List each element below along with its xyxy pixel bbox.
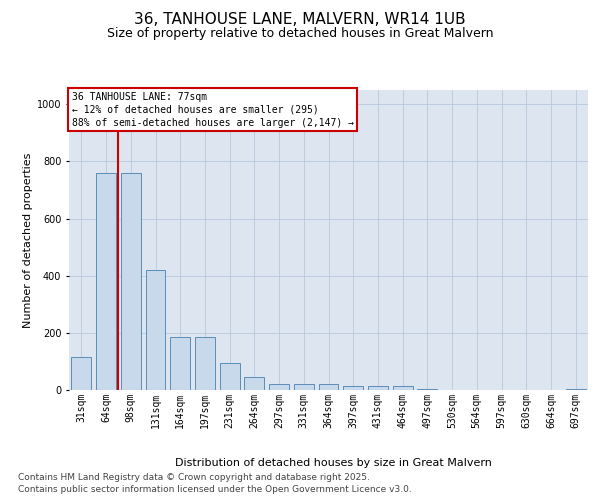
Bar xyxy=(343,386,363,390)
Bar xyxy=(146,270,166,390)
Bar xyxy=(170,337,190,390)
Bar xyxy=(195,337,215,390)
Bar xyxy=(566,388,586,390)
Bar xyxy=(418,388,437,390)
Bar xyxy=(96,173,116,390)
Text: Contains public sector information licensed under the Open Government Licence v3: Contains public sector information licen… xyxy=(18,485,412,494)
Text: Distribution of detached houses by size in Great Malvern: Distribution of detached houses by size … xyxy=(175,458,491,468)
Bar xyxy=(220,363,239,390)
Y-axis label: Number of detached properties: Number of detached properties xyxy=(23,152,32,328)
Bar xyxy=(244,377,264,390)
Bar xyxy=(269,384,289,390)
Text: Contains HM Land Registry data © Crown copyright and database right 2025.: Contains HM Land Registry data © Crown c… xyxy=(18,472,370,482)
Bar xyxy=(319,384,338,390)
Text: 36 TANHOUSE LANE: 77sqm
← 12% of detached houses are smaller (295)
88% of semi-d: 36 TANHOUSE LANE: 77sqm ← 12% of detache… xyxy=(71,92,353,128)
Bar xyxy=(368,386,388,390)
Bar xyxy=(393,386,413,390)
Text: 36, TANHOUSE LANE, MALVERN, WR14 1UB: 36, TANHOUSE LANE, MALVERN, WR14 1UB xyxy=(134,12,466,28)
Text: Size of property relative to detached houses in Great Malvern: Size of property relative to detached ho… xyxy=(107,28,493,40)
Bar xyxy=(294,384,314,390)
Bar xyxy=(71,357,91,390)
Bar xyxy=(121,173,140,390)
